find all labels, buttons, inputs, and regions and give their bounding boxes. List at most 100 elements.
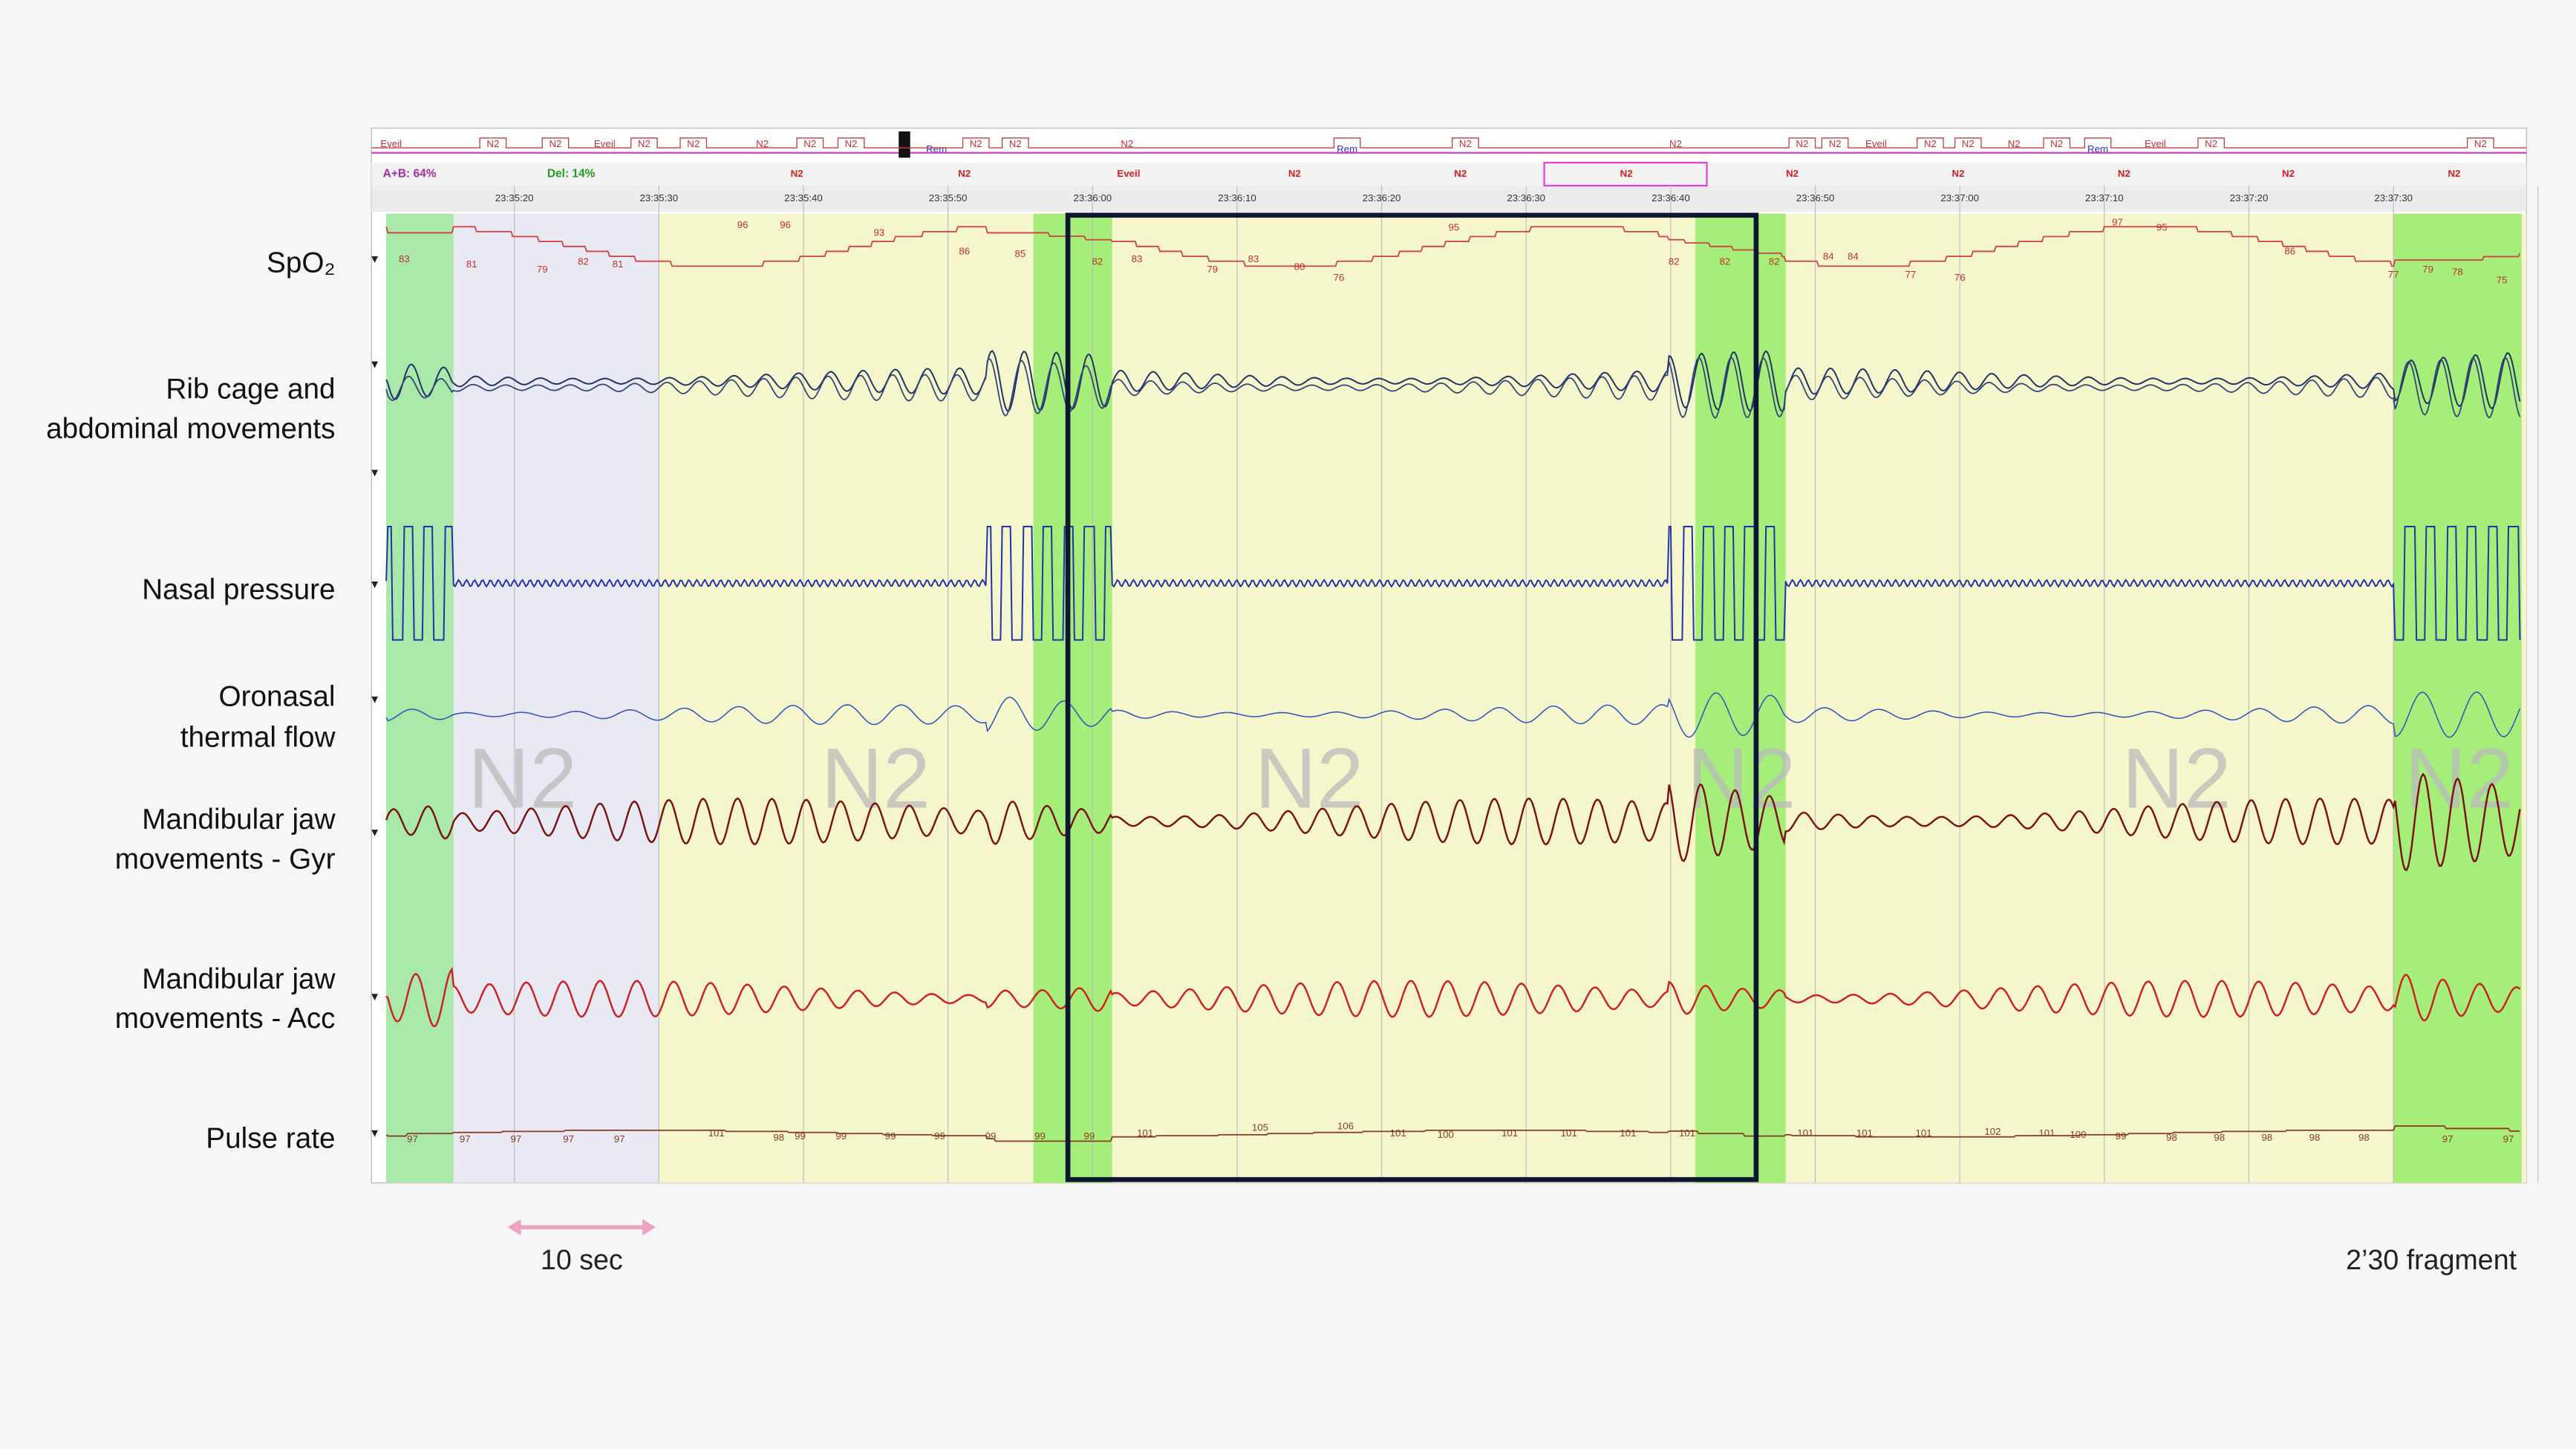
pulse-value: 98 <box>2214 1132 2225 1143</box>
pulse-value: 101 <box>1620 1127 1636 1139</box>
hypnogram-label: N2 <box>2050 138 2063 149</box>
scale-label: 10 sec <box>541 1244 623 1275</box>
hypnogram-label: N2 <box>756 138 769 149</box>
stage-watermark: N2 <box>821 732 930 827</box>
hypnogram-label: Eveil <box>1865 138 1887 149</box>
pulse-value: 98 <box>773 1132 784 1143</box>
hypnogram-label: N2 <box>486 138 499 149</box>
channel-marker <box>371 696 379 703</box>
pulse-value: 97 <box>2503 1133 2514 1144</box>
hypnogram-label: N2 <box>803 138 816 149</box>
spo2-value: 77 <box>2388 269 2399 280</box>
channel-marker <box>371 582 379 588</box>
spo2-value: 79 <box>1207 264 1218 275</box>
epoch-label: N2 <box>1620 168 1633 179</box>
spo2-value: 83 <box>399 253 410 264</box>
spo2-value: 96 <box>780 219 791 230</box>
epoch-label: N2 <box>1952 168 1965 179</box>
pulse-value: 105 <box>1252 1121 1268 1133</box>
waveform <box>385 772 2521 871</box>
spo2-value: 82 <box>1669 256 1680 267</box>
hypnogram-label: N2 <box>1924 138 1937 149</box>
spo2-value: 85 <box>1015 248 1026 259</box>
pulse-value: 99 <box>2116 1130 2127 1142</box>
spo2-value: 95 <box>1449 222 1460 233</box>
hypnogram-label: N2 <box>1962 138 1975 149</box>
hypnogram-label: N2 <box>2205 138 2217 149</box>
channel-label: SpO₂ <box>267 247 335 279</box>
pulse-value: 99 <box>885 1130 896 1142</box>
stat-label: Del: 14% <box>547 168 596 180</box>
pulse-value: 97 <box>563 1133 574 1144</box>
stage-watermark: N2 <box>2404 732 2514 827</box>
fragment-label: 2’30 fragment <box>2346 1244 2517 1275</box>
waveform <box>385 525 2521 641</box>
time-label: 23:37:00 <box>1940 192 1979 203</box>
spo2-value: 76 <box>1334 272 1345 283</box>
spo2-value: 78 <box>2452 267 2463 278</box>
scored-region <box>453 213 659 1183</box>
spo2-value: 82 <box>1720 256 1731 267</box>
pulse-value: 100 <box>1438 1129 1454 1140</box>
channel-marker <box>371 830 379 836</box>
arousal-region <box>1695 213 1786 1183</box>
hypnogram-trace <box>371 137 2527 149</box>
hypnogram-label: N2 <box>1459 138 1472 149</box>
waveform <box>385 1125 2520 1142</box>
time-label: 23:35:50 <box>929 192 968 203</box>
spo2-value: 96 <box>737 219 749 230</box>
epoch-label: Eveil <box>1117 168 1140 179</box>
epoch-label: N2 <box>958 168 971 179</box>
hypnogram-label: N2 <box>970 138 982 149</box>
channel-label: Pulse rate <box>206 1122 335 1154</box>
hypnogram-label: N2 <box>687 138 700 149</box>
time-label: 23:36:50 <box>1796 192 1835 203</box>
hypnogram-label: N2 <box>845 138 858 149</box>
channel-label: thermal flow <box>180 722 336 754</box>
spo2-value: 75 <box>2497 274 2508 285</box>
stat-label: A+B: 64% <box>383 168 437 180</box>
channel-label: Rib cage and <box>166 374 335 406</box>
spo2-value: 83 <box>1132 253 1143 264</box>
spo2-value: 82 <box>1769 256 1780 267</box>
n2-region <box>659 213 2527 1183</box>
pulse-value: 101 <box>2038 1127 2055 1139</box>
spo2-value: 81 <box>613 258 624 270</box>
pulse-value: 101 <box>1679 1127 1695 1139</box>
time-label: 23:37:10 <box>2085 192 2124 203</box>
hypnogram-cursor <box>899 131 910 158</box>
hypnogram-label: Eveil <box>594 138 616 149</box>
pulse-value: 99 <box>985 1130 997 1142</box>
hypnogram-label: Eveil <box>2145 138 2166 149</box>
pulse-value: 101 <box>1856 1127 1873 1139</box>
pulse-value: 97 <box>407 1133 418 1144</box>
channel-label: Mandibular jaw <box>142 804 336 836</box>
pulse-value: 98 <box>2166 1132 2177 1143</box>
hypnogram-label: N2 <box>549 138 561 149</box>
channel-marker <box>371 1130 379 1137</box>
time-label: 23:37:20 <box>2230 192 2269 203</box>
channel-label: abdominal movements <box>46 413 335 445</box>
time-label: 23:37:30 <box>2374 192 2413 203</box>
time-label: 23:36:00 <box>1073 192 1112 203</box>
channel-label: Nasal pressure <box>142 574 335 606</box>
spo2-value: 77 <box>1905 269 1916 280</box>
pulse-value: 98 <box>2309 1132 2321 1143</box>
waveform <box>385 691 2521 738</box>
time-label: 23:35:40 <box>784 192 823 203</box>
epoch-label: N2 <box>1288 168 1301 179</box>
spo2-value: 79 <box>2422 264 2433 275</box>
spo2-value: 97 <box>2112 216 2123 227</box>
pulse-value: 99 <box>934 1130 945 1142</box>
spo2-value: 79 <box>537 264 548 275</box>
epoch-label: N2 <box>1786 168 1799 179</box>
stage-watermark: N2 <box>468 732 577 827</box>
time-row <box>371 185 2527 212</box>
pulse-value: 99 <box>835 1130 847 1142</box>
pulse-value: 101 <box>1561 1127 1577 1139</box>
time-label: 23:36:20 <box>1363 192 1401 203</box>
channel-marker <box>371 469 379 477</box>
pulse-value: 106 <box>1337 1120 1354 1131</box>
waveform <box>385 356 2521 419</box>
